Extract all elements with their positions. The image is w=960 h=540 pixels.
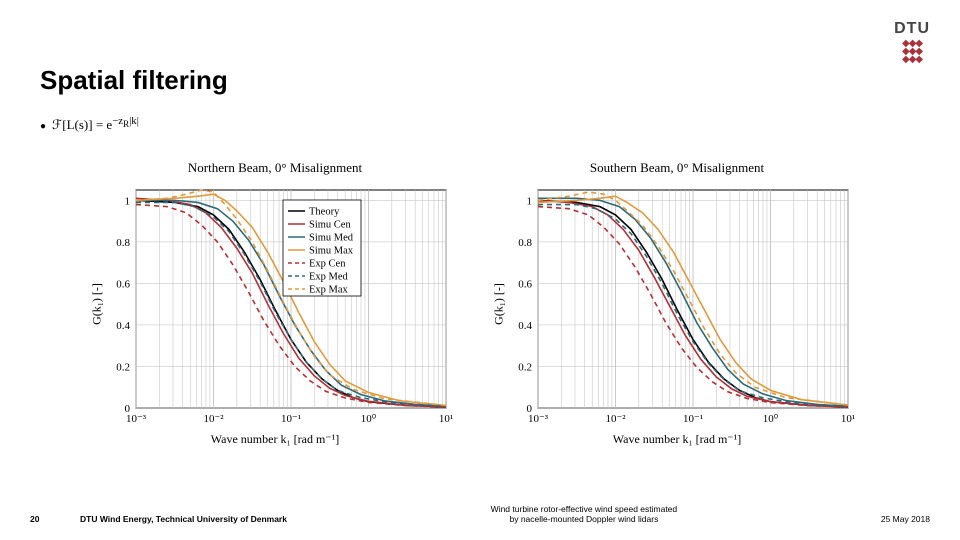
chart-title: Southern Beam, 0° Misalignment [492,160,862,176]
chart: Southern Beam, 0° Misalignment G(k₁) [-] 1… [492,160,862,447]
svg-text:10¹: 10¹ [841,413,855,425]
svg-text:0: 0 [125,403,131,415]
svg-text:10⁰: 10⁰ [361,413,377,425]
logo-text: DTU [894,20,930,38]
svg-text:10⁻¹: 10⁻¹ [281,413,301,425]
chart: Northern Beam, 0° Misalignment G(k₁) [-] 1… [90,160,460,447]
dtu-logo: DTU ◆◆◆◆◆◆◆◆◆ [894,20,930,64]
charts-container: Northern Beam, 0° Misalignment G(k₁) [-] 1… [90,160,862,447]
x-axis-label: Wave number k₁ [rad m⁻¹] [90,432,460,447]
page-number: 20 [30,514,70,524]
svg-text:0.8: 0.8 [518,237,532,249]
svg-text:0.6: 0.6 [518,278,532,290]
svg-text:10⁰: 10⁰ [763,413,779,425]
svg-text:0.6: 0.6 [116,278,130,290]
x-axis-label: Wave number k₁ [rad m⁻¹] [492,432,862,447]
footer-date: 25 May 2018 [881,514,930,524]
svg-text:10¹: 10¹ [439,413,453,425]
svg-text:Exp Cen: Exp Cen [309,259,346,270]
svg-text:1: 1 [125,195,131,207]
svg-text:Simu Cen: Simu Cen [309,220,351,231]
page-title: Spatial filtering [40,65,228,96]
logo-pattern: ◆◆◆◆◆◆◆◆◆ [894,40,930,64]
svg-text:0.2: 0.2 [116,361,130,373]
svg-text:Exp Med: Exp Med [309,272,349,283]
svg-text:0: 0 [527,403,533,415]
svg-text:0.2: 0.2 [518,361,532,373]
chart-title: Northern Beam, 0° Misalignment [90,160,460,176]
svg-text:0.4: 0.4 [116,320,130,332]
y-axis-label: G(k₁) [-] [491,283,506,325]
chart-svg: 10⁻³10⁻²10⁻¹10⁰10¹00.20.40.60.81 [492,180,862,430]
y-axis-label: G(k₁) [-] [89,283,104,325]
footer-org: DTU Wind Energy, Technical University of… [80,514,287,524]
svg-text:Theory: Theory [309,207,340,218]
footer-description: Wind turbine rotor-effective wind speed … [287,504,881,524]
svg-text:10⁻¹: 10⁻¹ [683,413,703,425]
formula-text: ℱ[L(s)] = e−zR|k| [52,117,139,132]
svg-text:10⁻²: 10⁻² [605,413,626,425]
svg-text:Simu Max: Simu Max [309,246,354,257]
svg-text:1: 1 [527,195,533,207]
chart-svg: 10⁻³10⁻²10⁻¹10⁰10¹00.20.40.60.81TheorySi… [90,180,460,430]
footer: 20 DTU Wind Energy, Technical University… [0,504,960,524]
svg-text:0.8: 0.8 [116,237,130,249]
svg-text:Exp Max: Exp Max [309,285,349,296]
svg-text:10⁻²: 10⁻² [203,413,224,425]
formula: ●ℱ[L(s)] = e−zR|k| [40,115,139,133]
svg-text:0.4: 0.4 [518,320,532,332]
svg-text:Simu Med: Simu Med [309,233,354,244]
